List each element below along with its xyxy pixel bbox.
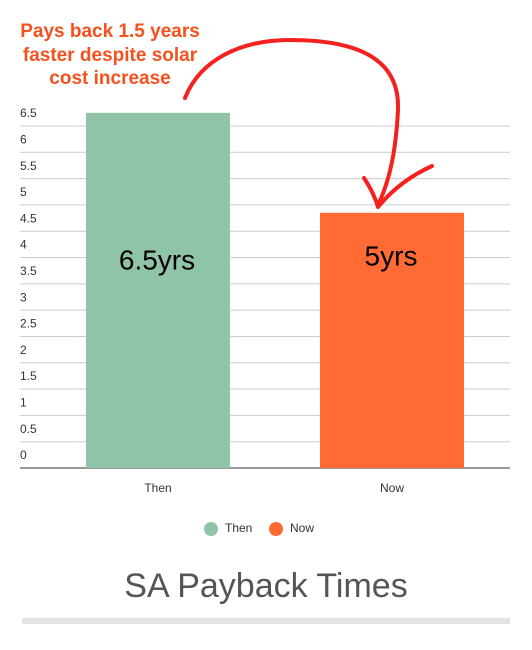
annotation-line: cost increase [49,68,170,89]
bar [86,112,230,468]
legend-label: Now [290,521,314,535]
bar-text: 5yrs [365,240,418,271]
y-tick-label: 4 [20,238,27,252]
y-tick-label: 0.5 [20,422,37,436]
y-tick-label: 3 [20,290,27,304]
divider [22,618,510,624]
x-tick-label: Then [144,481,171,495]
annotation-arrow [183,37,401,207]
y-tick-label: 2 [20,343,27,357]
legend-swatch [204,522,218,536]
y-tick-label: 0 [20,448,27,462]
y-tick-label: 3.5 [20,264,37,278]
annotation: Pays back 1.5 years faster despite solar… [20,21,200,89]
y-tick-label: 5 [20,185,27,199]
y-tick-label: 1.5 [20,369,37,383]
bar [320,212,464,468]
annotation-line: Pays back 1.5 years [20,21,200,42]
legend-swatch [269,522,283,536]
legend-label: Then [225,521,252,535]
y-tick-label: 6 [20,132,27,146]
x-tick-label: Now [380,481,404,495]
y-tick-label: 5.5 [20,159,37,173]
y-tick-label: 1 [20,396,27,410]
y-tick-label: 6.5 [20,106,37,120]
arrow-head [362,164,434,209]
bar-text: 6.5yrs [119,244,195,275]
y-tick-label: 4.5 [20,211,37,225]
chart-title: SA Payback Times [124,567,407,605]
y-tick-label: 2.5 [20,317,37,331]
annotation-line: faster despite solar [23,45,198,66]
